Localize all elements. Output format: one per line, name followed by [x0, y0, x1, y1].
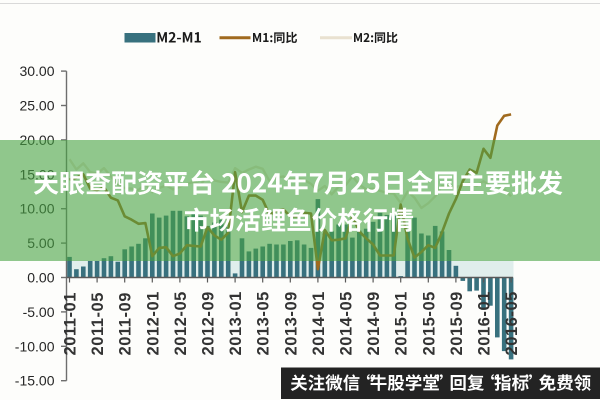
- svg-text:2012-09: 2012-09: [200, 291, 218, 355]
- svg-text:2013-05: 2013-05: [255, 291, 273, 355]
- svg-text:2014-05: 2014-05: [338, 291, 356, 355]
- svg-text:2012-01: 2012-01: [144, 291, 162, 355]
- svg-text:2015-01: 2015-01: [393, 291, 411, 355]
- svg-text:2011-09: 2011-09: [117, 292, 135, 356]
- svg-text:2011-01: 2011-01: [62, 292, 80, 356]
- svg-text:2014-09: 2014-09: [365, 291, 383, 355]
- svg-text:2015-05: 2015-05: [420, 291, 438, 355]
- svg-text:30.00: 30.00: [19, 63, 54, 79]
- svg-text:2014-01: 2014-01: [310, 291, 328, 355]
- svg-text:2013-01: 2013-01: [227, 291, 245, 355]
- svg-text:2016-01: 2016-01: [476, 291, 494, 355]
- svg-text:0.00: 0.00: [27, 270, 54, 286]
- svg-text:-15.00: -15.00: [15, 373, 55, 389]
- svg-text:-5.00: -5.00: [23, 304, 55, 320]
- svg-text:2015-09: 2015-09: [448, 291, 466, 355]
- svg-text:2016-05: 2016-05: [503, 291, 521, 355]
- svg-text:25.00: 25.00: [19, 98, 54, 114]
- svg-text:2011-05: 2011-05: [89, 292, 107, 356]
- svg-text:-10.00: -10.00: [15, 338, 55, 354]
- svg-text:2012-05: 2012-05: [172, 291, 190, 355]
- svg-text:2013-09: 2013-09: [282, 291, 300, 355]
